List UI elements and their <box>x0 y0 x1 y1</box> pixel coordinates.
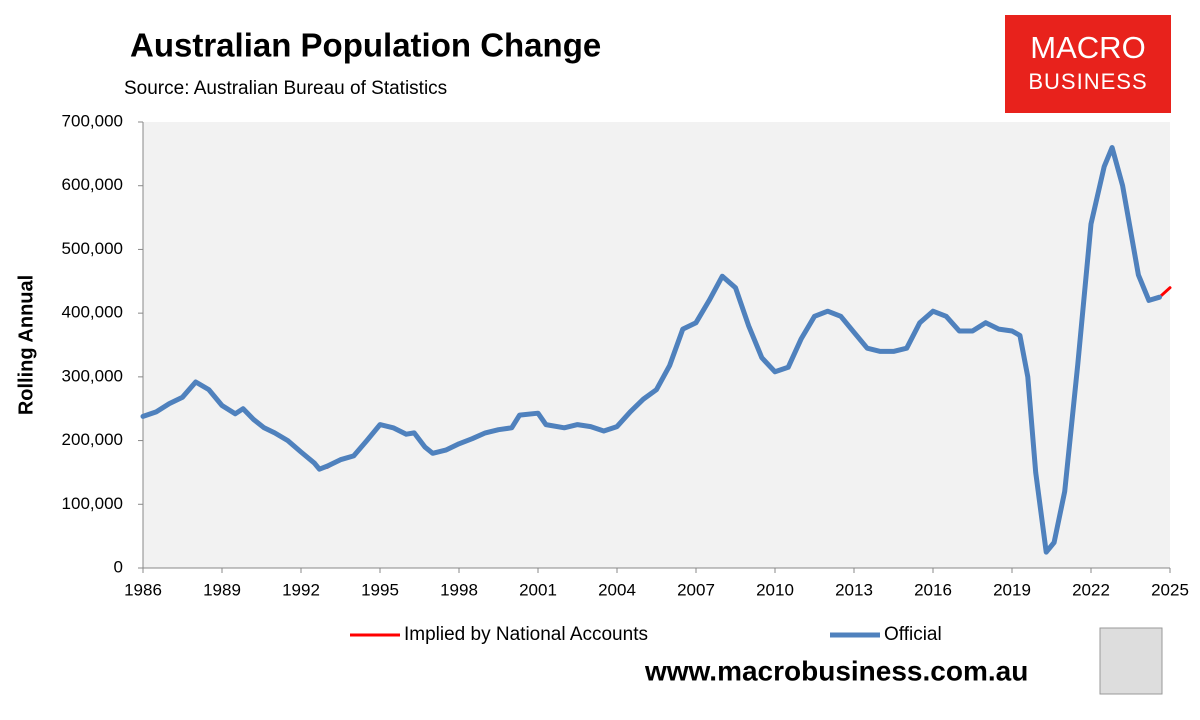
x-tick-label: 2019 <box>993 580 1031 599</box>
x-tick-label: 1995 <box>361 580 399 599</box>
x-tick-label: 2001 <box>519 580 557 599</box>
plot-area <box>143 122 1170 568</box>
chart-subtitle: Source: Australian Bureau of Statistics <box>124 78 447 99</box>
y-tick-label: 700,000 <box>62 111 123 130</box>
x-tick-label: 1998 <box>440 580 478 599</box>
y-tick-label: 400,000 <box>62 303 123 322</box>
wolf-icon <box>1099 627 1163 695</box>
x-tick-label: 2010 <box>756 580 794 599</box>
x-tick-label: 2004 <box>598 580 636 599</box>
legend-label: Implied by National Accounts <box>404 624 648 645</box>
x-tick-label: 1986 <box>124 580 162 599</box>
x-tick-label: 2016 <box>914 580 952 599</box>
y-tick-label: 600,000 <box>62 175 123 194</box>
logo-text: MACRO <box>1030 30 1145 65</box>
y-axis-label: Rolling Annual <box>15 275 37 415</box>
x-tick-label: 2013 <box>835 580 873 599</box>
x-tick-label: 1992 <box>282 580 320 599</box>
series-line <box>140 145 1162 555</box>
y-tick-label: 100,000 <box>62 494 123 513</box>
chart-title: Australian Population Change <box>130 27 601 64</box>
legend-label: Official <box>884 624 942 645</box>
x-tick-label: 2022 <box>1072 580 1110 599</box>
x-tick-label: 2025 <box>1151 580 1189 599</box>
x-tick-label: 1989 <box>203 580 241 599</box>
y-tick-label: 0 <box>114 557 123 576</box>
footer-url: www.macrobusiness.com.au <box>644 655 1028 686</box>
logo <box>1005 15 1171 113</box>
y-tick-label: 300,000 <box>62 366 123 385</box>
y-tick-label: 200,000 <box>62 430 123 449</box>
y-tick-label: 500,000 <box>62 239 123 258</box>
logo-text: BUSINESS <box>1028 69 1147 94</box>
x-tick-label: 2007 <box>677 580 715 599</box>
